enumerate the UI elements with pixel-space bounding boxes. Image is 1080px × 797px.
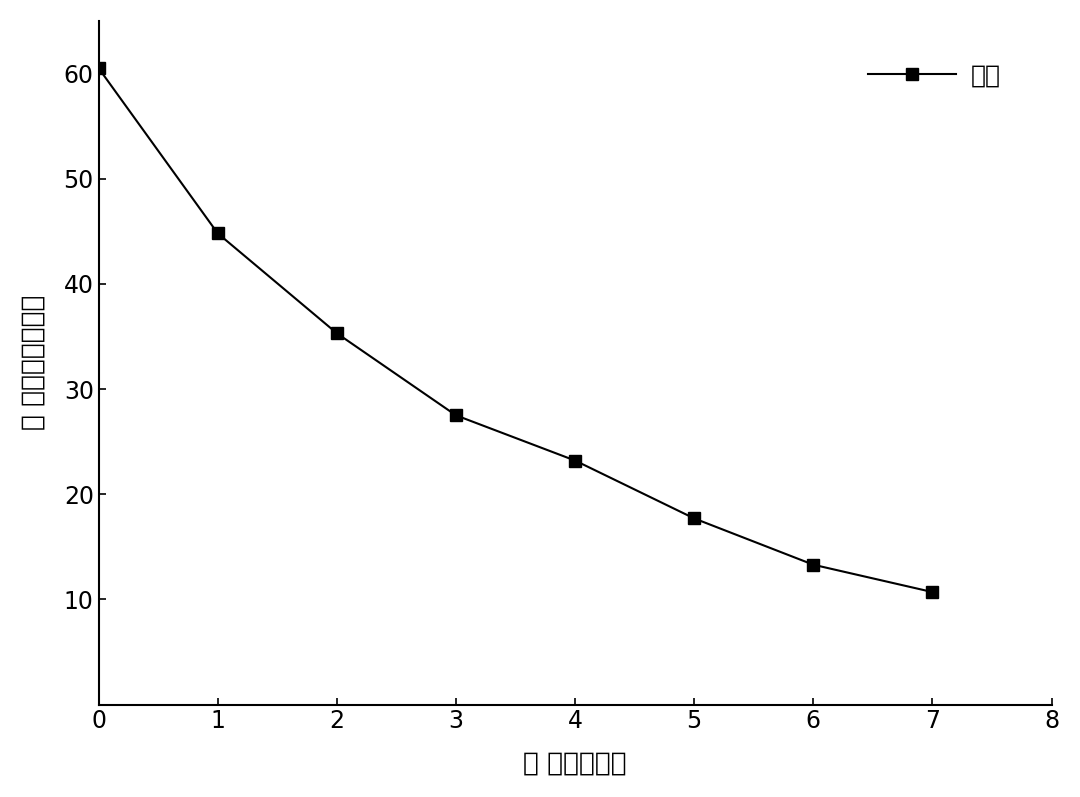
Y-axis label: 浓 度（毫克每升）: 浓 度（毫克每升） bbox=[21, 295, 46, 430]
X-axis label: 时 间（小时）: 时 间（小时） bbox=[524, 750, 626, 776]
Legend: 硭氮: 硭氮 bbox=[858, 54, 1011, 98]
